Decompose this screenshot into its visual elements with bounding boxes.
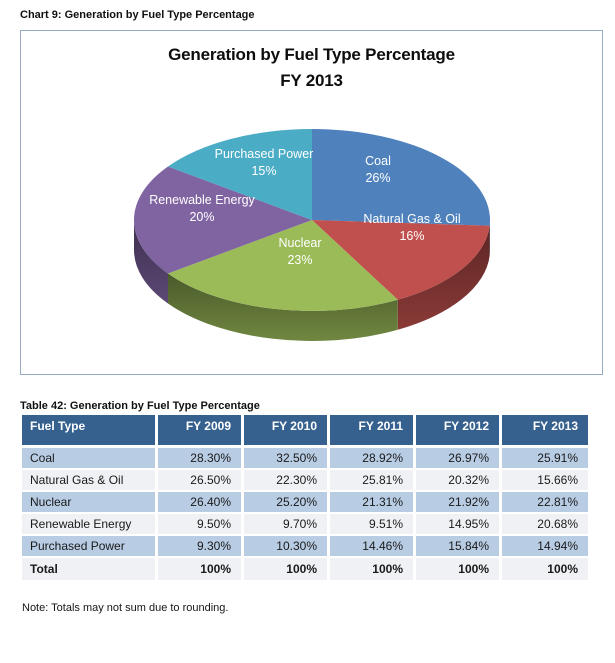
table-header-fy-2010: FY 2010: [244, 415, 330, 448]
row-label-cell: Coal: [22, 448, 158, 470]
pie-slice-coal: [312, 129, 490, 226]
value-cell: 15.66%: [502, 470, 588, 492]
chart-title: Generation by Fuel Type Percentage FY 20…: [21, 42, 602, 94]
pie-slice-side-nuclear: [167, 273, 398, 341]
pie-slice-purchased-power: [167, 129, 312, 220]
value-cell: 32.50%: [244, 448, 330, 470]
pie-chart: Coal 26% Natural Gas & Oil 16% Nuclear 23% Ren…: [134, 129, 490, 341]
value-cell: 100%: [416, 558, 502, 580]
note-text: Note: Totals may not sum due to rounding…: [22, 602, 229, 614]
table-caption: Table 42: Generation by Fuel Type Percen…: [20, 400, 260, 412]
table-row-purchased-power: Purchased Power 9.30% 10.30% 14.46% 15.84% 14…: [22, 536, 588, 558]
pie-value-purchased-power: 15%: [251, 164, 276, 178]
value-cell: 14.95%: [416, 514, 502, 536]
pie-value-coal: 26%: [365, 171, 390, 185]
value-cell: 26.40%: [158, 492, 244, 514]
value-cell: 9.70%: [244, 514, 330, 536]
chart-box: Coal 26% Natural Gas & Oil 16% Nuclear 23% Ren…: [20, 30, 603, 375]
value-cell: 9.51%: [330, 514, 416, 536]
table-row-renewable-energy: Renewable Energy 9.50% 9.70% 9.51% 14.95% 20.…: [22, 514, 588, 536]
value-cell: 100%: [158, 558, 244, 580]
pie-value-renewable-energy: 20%: [189, 210, 214, 224]
pie-slice-natural-gas-oil: [312, 220, 490, 300]
value-cell: 9.50%: [158, 514, 244, 536]
value-cell: 21.92%: [416, 492, 502, 514]
pie-slice-side-natural-gas-oil: [397, 225, 490, 330]
value-cell: 100%: [502, 558, 588, 580]
table-row-coal: Coal 28.30% 32.50% 28.92% 26.97% 25.91%: [22, 448, 588, 470]
table-header-fuel-type: Fuel Type: [22, 415, 158, 448]
value-cell: 14.94%: [502, 536, 588, 558]
value-cell: 20.68%: [502, 514, 588, 536]
row-label-cell: Natural Gas & Oil: [22, 470, 158, 492]
pie-label-renewable-energy: Renewable Energy: [149, 193, 255, 207]
pie-slice-side-renewable-energy: [134, 220, 168, 304]
chart-title-line2: FY 2013: [280, 71, 343, 90]
value-cell: 26.97%: [416, 448, 502, 470]
value-cell: 100%: [244, 558, 330, 580]
pie-slice-renewable-energy: [134, 166, 312, 274]
value-cell: 20.32%: [416, 470, 502, 492]
pie-slice-nuclear: [167, 220, 398, 312]
table-header-row: Fuel Type FY 2009 FY 2010 FY 2011 FY 2012 FY …: [22, 415, 588, 448]
value-cell: 28.30%: [158, 448, 244, 470]
pie-value-nuclear: 23%: [287, 253, 312, 267]
table-header-fy-2011: FY 2011: [330, 415, 416, 448]
row-label-cell: Nuclear: [22, 492, 158, 514]
value-cell: 26.50%: [158, 470, 244, 492]
value-cell: 21.31%: [330, 492, 416, 514]
chart-caption: Chart 9: Generation by Fuel Type Percent…: [20, 9, 255, 21]
value-cell: 28.92%: [330, 448, 416, 470]
table-row-nuclear: Nuclear 26.40% 25.20% 21.31% 21.92% 22.81%: [22, 492, 588, 514]
table-header-fy-2012: FY 2012: [416, 415, 502, 448]
data-table: Fuel Type FY 2009 FY 2010 FY 2011 FY 2012 FY …: [22, 415, 588, 580]
value-cell: 22.30%: [244, 470, 330, 492]
pie-label-coal: Coal: [365, 154, 391, 168]
value-cell: 14.46%: [330, 536, 416, 558]
value-cell: 22.81%: [502, 492, 588, 514]
table-header-fy-2009: FY 2009: [158, 415, 244, 448]
value-cell: 15.84%: [416, 536, 502, 558]
value-cell: 25.20%: [244, 492, 330, 514]
row-label-cell: Total: [22, 558, 158, 580]
table-row-total: Total 100% 100% 100% 100% 100%: [22, 558, 588, 580]
table-row-natural-gas-oil: Natural Gas & Oil 26.50% 22.30% 25.81% 20.32…: [22, 470, 588, 492]
pie-label-nuclear: Nuclear: [278, 236, 321, 250]
row-label-cell: Purchased Power: [22, 536, 158, 558]
value-cell: 9.30%: [158, 536, 244, 558]
row-label-cell: Renewable Energy: [22, 514, 158, 536]
value-cell: 25.91%: [502, 448, 588, 470]
pie-label-purchased-power: Purchased Power: [215, 147, 314, 161]
pie-value-natural-gas-oil: 16%: [399, 229, 424, 243]
value-cell: 100%: [330, 558, 416, 580]
pie-label-natural-gas-oil: Natural Gas & Oil: [363, 212, 460, 226]
table-header-fy-2013: FY 2013: [502, 415, 588, 448]
chart-title-line1: Generation by Fuel Type Percentage: [168, 45, 455, 64]
value-cell: 10.30%: [244, 536, 330, 558]
value-cell: 25.81%: [330, 470, 416, 492]
